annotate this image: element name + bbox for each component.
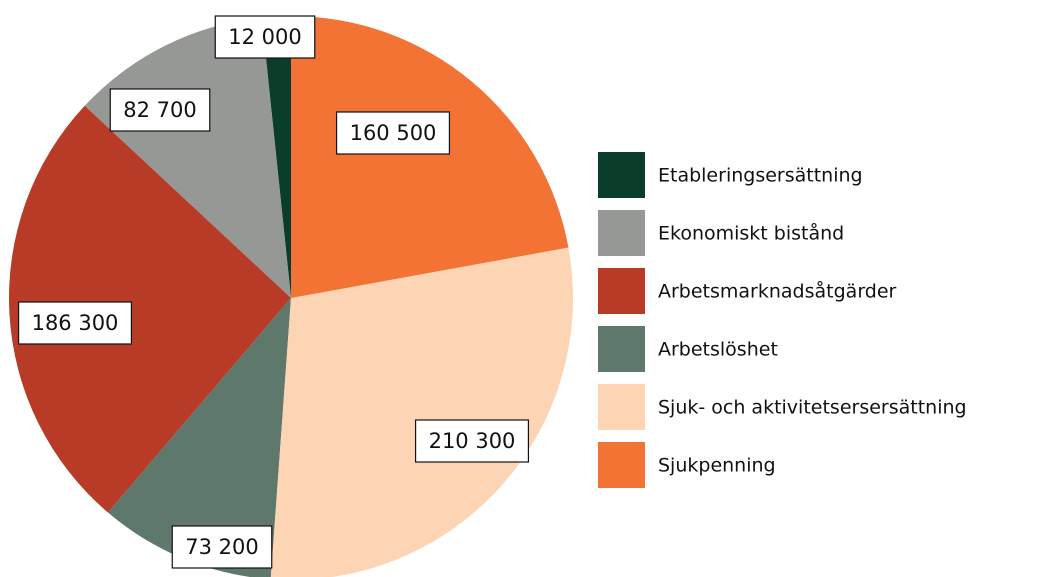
- legend-swatch: [598, 442, 645, 488]
- pie-slice: [9, 105, 291, 513]
- value-label: 12 000: [228, 25, 301, 49]
- legend-label: Arbetsmarknadsåtgärder: [658, 280, 897, 303]
- legend-label: Sjukpenning: [658, 455, 776, 477]
- value-label: 186 300: [32, 311, 119, 335]
- pie-slice: [84, 17, 291, 298]
- legend-swatch: [598, 384, 645, 430]
- legend-label: Sjuk- och aktivitetsersersättning: [658, 397, 967, 419]
- legend-swatch: [598, 152, 645, 198]
- legend-swatch: [598, 210, 645, 256]
- pie-slice: [291, 16, 569, 298]
- legend-label: Arbetslöshet: [658, 339, 778, 361]
- value-label: 82 700: [123, 98, 196, 122]
- legend-swatch: [598, 326, 645, 372]
- value-label: 160 500: [350, 121, 437, 145]
- value-label-box: [17, 301, 133, 345]
- legend-label: Ekonomiskt bistånd: [658, 222, 844, 245]
- legend-swatch: [598, 268, 645, 314]
- value-label-box: [171, 525, 273, 569]
- pie-slice: [107, 298, 291, 577]
- pie-slice: [261, 16, 291, 298]
- value-label: 73 200: [185, 535, 258, 559]
- legend-label: Etableringsersättning: [658, 165, 863, 187]
- value-label-box: [335, 111, 451, 155]
- pie-slice: [270, 247, 573, 577]
- value-label: 210 300: [429, 429, 516, 453]
- value-label-box: [109, 88, 211, 132]
- value-label-box: [414, 419, 530, 463]
- value-label-box: [214, 15, 316, 59]
